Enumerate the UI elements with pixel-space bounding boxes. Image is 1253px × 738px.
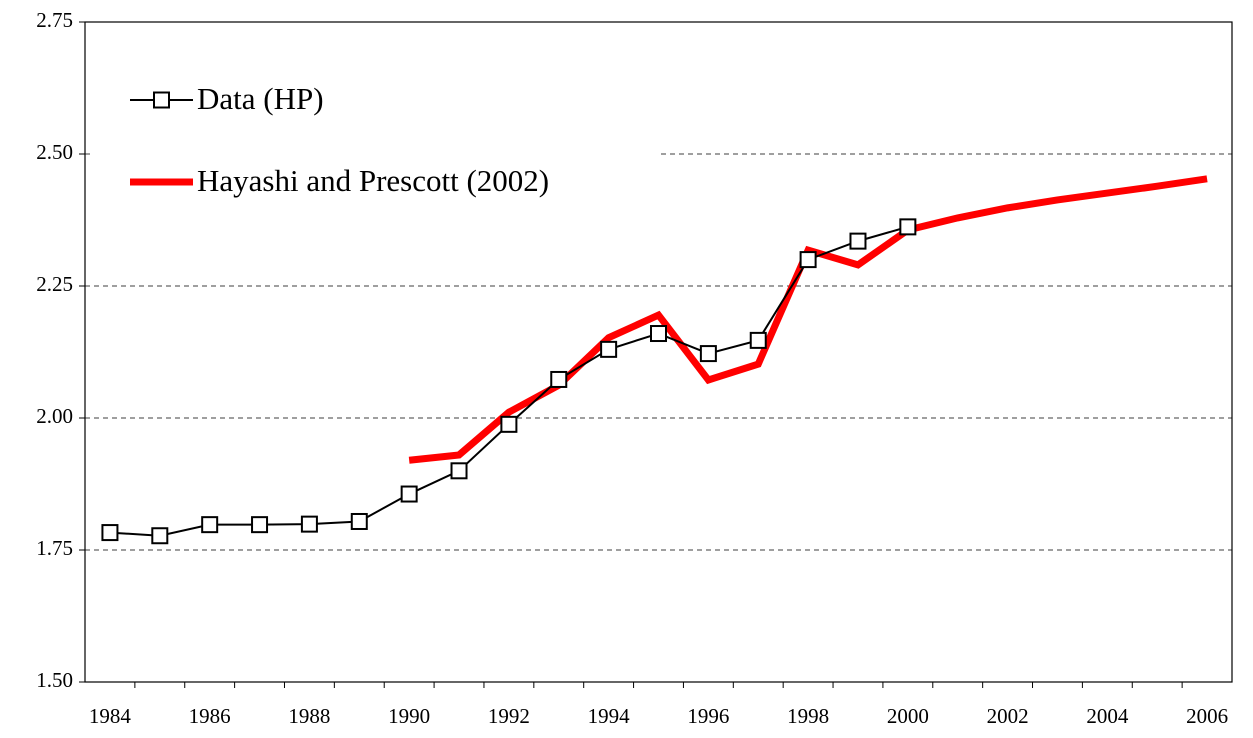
x-tick-label: 2004 <box>1086 704 1129 728</box>
data-point <box>201 516 219 534</box>
data-point <box>151 527 169 545</box>
data-point <box>450 462 468 480</box>
data-point <box>749 331 767 349</box>
data-point <box>400 485 418 503</box>
legend-item: Data (HP) <box>130 81 324 116</box>
data-point <box>350 512 368 530</box>
legend-background <box>92 60 657 230</box>
x-tick-label: 2006 <box>1186 704 1228 728</box>
data-point <box>899 218 917 236</box>
series-layer <box>101 175 1208 545</box>
x-tick-label: 2002 <box>987 704 1029 728</box>
x-tick-label: 1984 <box>89 704 132 728</box>
legend-label: Hayashi and Prescott (2002) <box>197 163 549 198</box>
x-tick-label: 1988 <box>288 704 330 728</box>
x-tick-label: 1986 <box>189 704 231 728</box>
data-point <box>500 415 518 433</box>
legend-marker <box>153 91 170 109</box>
legend-label: Data (HP) <box>197 81 324 116</box>
data-point <box>101 524 119 542</box>
data-point <box>300 515 318 533</box>
x-tick-label: 1994 <box>588 704 631 728</box>
x-tick-label: 1992 <box>488 704 530 728</box>
data-point <box>799 251 817 269</box>
data-point <box>699 345 717 363</box>
x-tick-label: 1990 <box>388 704 430 728</box>
y-tick-label: 2.50 <box>36 140 73 164</box>
data-point <box>600 340 618 358</box>
data-point <box>650 325 667 343</box>
x-tick-label: 1998 <box>787 704 829 728</box>
y-tick-label: 2.00 <box>36 404 73 428</box>
legend-item: Hayashi and Prescott (2002) <box>130 163 549 198</box>
x-tick-label: 1996 <box>687 704 729 728</box>
y-tick-label: 2.25 <box>36 272 73 296</box>
data-point <box>550 370 568 388</box>
y-tick-label: 2.75 <box>36 8 73 32</box>
data-point <box>849 232 867 250</box>
x-tick-label: 2000 <box>887 704 929 728</box>
data-point <box>251 516 269 534</box>
y-tick-label: 1.75 <box>36 536 73 560</box>
y-tick-label: 1.50 <box>36 668 73 692</box>
